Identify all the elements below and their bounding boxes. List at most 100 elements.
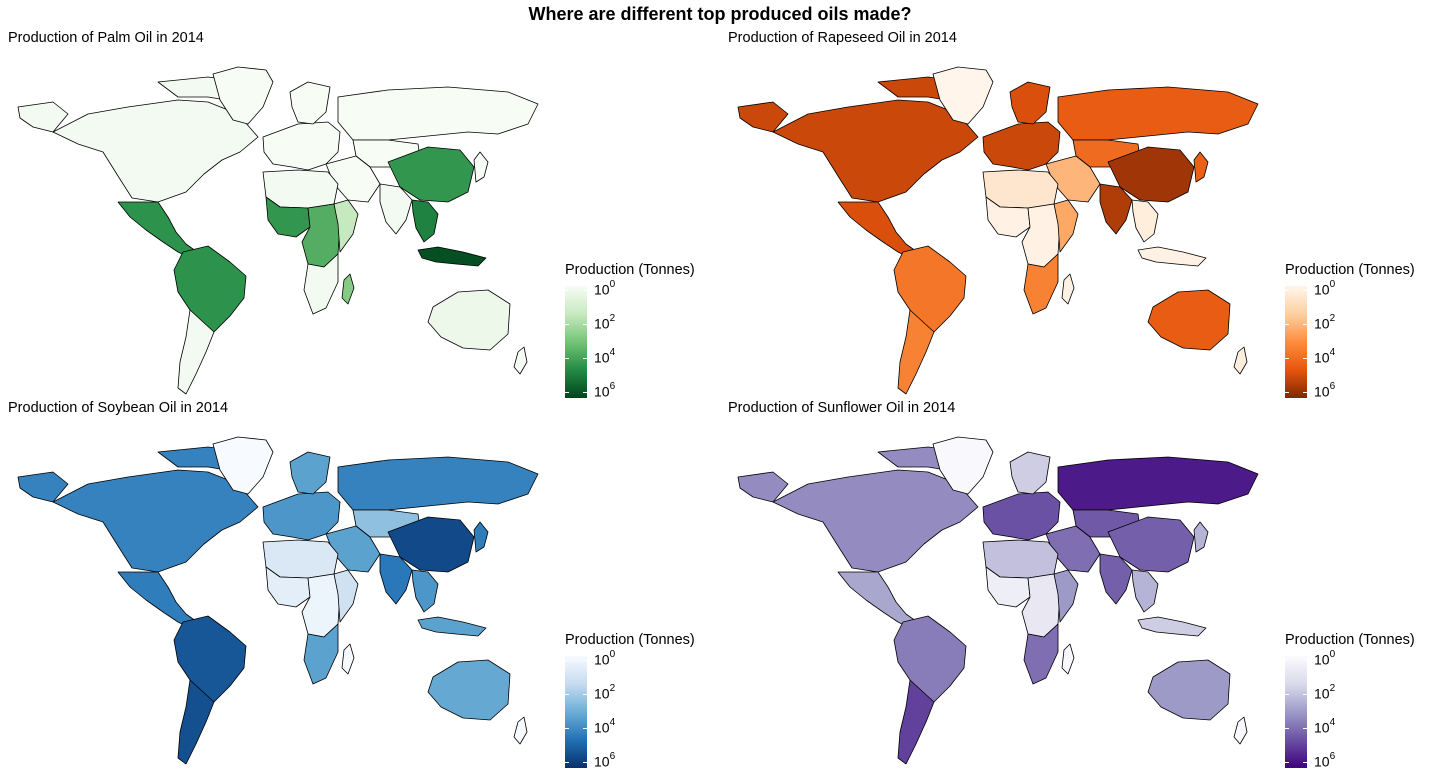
legend-tick-mark	[1303, 358, 1307, 359]
legend-tick-label: 106	[594, 751, 616, 770]
legend-tick-mark	[1303, 728, 1307, 729]
legend-tick-label: 106	[594, 381, 616, 400]
legend-tick-mark	[565, 660, 569, 661]
region-north-america	[52, 99, 259, 203]
region-japan	[473, 151, 489, 183]
region-new-zealand	[1233, 716, 1248, 745]
region-south-america-south	[897, 679, 935, 765]
region-australia	[427, 289, 511, 351]
region-east-africa	[333, 569, 359, 623]
region-india	[1099, 183, 1133, 235]
legend-tick-label: 100	[1314, 649, 1336, 668]
region-north-africa	[262, 169, 339, 209]
palm-oil-panel: Production of Palm Oil in 2014 Productio…	[0, 28, 720, 408]
region-madagascar	[1061, 643, 1075, 675]
region-south-america	[173, 615, 247, 703]
region-japan	[1193, 151, 1209, 183]
region-north-america	[737, 101, 789, 133]
region-southern-africa	[303, 623, 339, 685]
legend-tick-label: 100	[594, 649, 616, 668]
region-south-america-south	[177, 679, 215, 765]
legend-tick-mark	[1285, 290, 1289, 291]
region-europe	[262, 121, 341, 171]
region-north-africa	[262, 539, 339, 579]
region-indonesia	[417, 616, 487, 637]
region-china	[387, 146, 475, 203]
world-map	[17, 66, 539, 395]
region-madagascar	[341, 643, 355, 675]
region-south-america	[893, 245, 967, 333]
legend-colorbar	[1285, 656, 1307, 768]
region-north-america	[17, 471, 69, 503]
legend-tick-mark	[583, 694, 587, 695]
region-east-africa	[1053, 569, 1079, 623]
legend: Production (Tonnes) 100 102 104 106	[557, 632, 717, 782]
region-europe	[262, 491, 341, 541]
legend: Production (Tonnes) 100 102 104 106	[1277, 262, 1437, 412]
page-title: Where are different top produced oils ma…	[528, 4, 912, 24]
world-map	[17, 436, 539, 765]
region-north-america	[17, 101, 69, 133]
region-west-africa	[985, 196, 1031, 238]
region-japan	[473, 521, 489, 553]
region-south-america-south	[897, 309, 935, 395]
region-india	[1099, 553, 1133, 605]
region-south-america	[893, 615, 967, 703]
legend-colorbar	[1285, 286, 1307, 398]
legend-tick-label: 102	[594, 683, 616, 702]
region-australia	[427, 659, 511, 721]
world-map	[737, 436, 1259, 765]
legend-title: Production (Tonnes)	[565, 262, 695, 278]
legend-tick-mark	[1285, 694, 1289, 695]
panel-title: Production of Palm Oil in 2014	[8, 30, 204, 46]
legend-tick-label: 106	[1314, 751, 1336, 770]
region-russia	[1057, 86, 1259, 141]
legend-tick-mark	[583, 324, 587, 325]
region-north-america	[737, 471, 789, 503]
legend: Production (Tonnes) 100 102 104 106	[1277, 632, 1437, 782]
region-china	[1107, 146, 1195, 203]
legend-tick-mark	[1303, 762, 1307, 763]
region-greenland	[212, 66, 274, 125]
legend-tick-mark	[1303, 660, 1307, 661]
legend-tick-label: 104	[594, 717, 616, 736]
region-southeast-asia	[1131, 569, 1159, 613]
region-southern-africa	[1023, 623, 1059, 685]
region-indonesia	[1137, 616, 1207, 637]
legend-tick-label: 102	[1314, 313, 1336, 332]
region-indonesia	[1137, 246, 1207, 267]
legend-tick-mark	[565, 762, 569, 763]
region-west-africa	[985, 566, 1031, 608]
legend-tick-label: 106	[1314, 381, 1336, 400]
region-east-africa	[333, 199, 359, 253]
region-southern-africa	[1023, 253, 1059, 315]
legend-tick-mark	[1285, 762, 1289, 763]
legend-tick-mark	[1303, 392, 1307, 393]
region-australia	[1147, 289, 1231, 351]
region-north-africa	[982, 539, 1059, 579]
region-southeast-asia	[1131, 199, 1159, 243]
region-india	[379, 183, 413, 235]
legend-tick-mark	[1285, 728, 1289, 729]
legend-tick-mark	[1303, 694, 1307, 695]
region-scandinavia	[289, 451, 331, 495]
region-russia	[337, 456, 539, 511]
panel-title: Production of Sunflower Oil in 2014	[728, 400, 956, 416]
region-madagascar	[1061, 273, 1075, 305]
region-southeast-asia	[411, 199, 439, 243]
legend-tick-mark	[1285, 660, 1289, 661]
region-new-zealand	[513, 716, 528, 745]
region-southeast-asia	[411, 569, 439, 613]
legend-title: Production (Tonnes)	[565, 632, 695, 648]
legend-tick-mark	[583, 290, 587, 291]
region-australia	[1147, 659, 1231, 721]
legend-tick-mark	[1303, 324, 1307, 325]
legend-tick-mark	[565, 290, 569, 291]
region-greenland	[932, 66, 994, 125]
legend-tick-mark	[583, 660, 587, 661]
legend: Production (Tonnes) 100 102 104 106	[557, 262, 717, 412]
region-north-america	[772, 99, 979, 203]
legend-tick-label: 100	[594, 279, 616, 298]
legend-tick-mark	[583, 728, 587, 729]
legend-tick-mark	[565, 728, 569, 729]
